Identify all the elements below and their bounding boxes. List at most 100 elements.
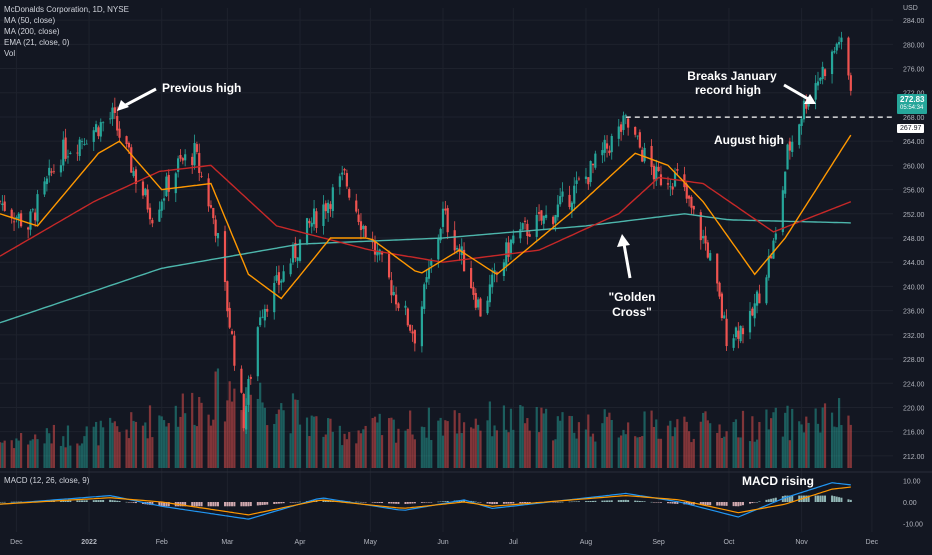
price-tick-label: 212.00 — [903, 454, 925, 461]
volume-bar — [198, 396, 201, 468]
candle-body — [97, 127, 100, 137]
macd-legend[interactable]: MACD (12, 26, close, 9) — [4, 476, 90, 485]
candle-body — [474, 293, 477, 308]
volume-bar — [113, 421, 116, 468]
candle-body — [601, 150, 604, 156]
candle-body — [242, 393, 245, 429]
candle-body — [732, 338, 735, 348]
volume-bar — [634, 436, 637, 468]
macd-histogram-bar — [125, 501, 128, 503]
volume-bar — [821, 407, 824, 468]
candle-body — [263, 308, 266, 321]
candle-body — [554, 215, 557, 223]
candle-body — [849, 75, 852, 91]
candle-body — [669, 186, 672, 188]
macd-histogram-bar — [167, 502, 170, 507]
volume-bar — [85, 426, 88, 468]
macd-histogram-bar — [591, 500, 594, 502]
candle-body — [411, 331, 414, 334]
macd-histogram-bar — [791, 495, 794, 502]
candle-body — [230, 331, 234, 334]
volume-bar — [737, 437, 740, 468]
volume-bar — [692, 438, 695, 468]
volume-bar — [256, 398, 259, 468]
macd-histogram-bar — [816, 495, 819, 502]
candle-body — [92, 130, 95, 142]
volume-bar — [847, 415, 850, 468]
candle-body — [12, 221, 16, 223]
volume-bar — [19, 433, 23, 468]
candle-body — [308, 220, 311, 224]
price-tick-label: 232.00 — [903, 333, 925, 340]
candle-body — [341, 172, 344, 175]
candle-body — [45, 178, 48, 185]
volume-bar — [148, 405, 152, 468]
volume-bar — [223, 421, 227, 468]
volume-bar — [116, 426, 119, 468]
macd-tick-label: 0.00 — [903, 500, 917, 507]
candle-body — [774, 233, 777, 240]
candle-body — [821, 66, 824, 79]
candle-body — [439, 228, 442, 241]
symbol-title[interactable]: McDonalds Corporation, 1D, NYSE — [4, 5, 129, 14]
macd-histogram-bar — [97, 500, 100, 502]
candle-body — [608, 150, 611, 154]
volume-bar — [849, 424, 852, 468]
macd-histogram-bar — [847, 499, 850, 502]
candle-body — [233, 335, 236, 366]
volume-bar — [439, 417, 442, 468]
candle-body — [99, 122, 102, 137]
macd-histogram-bar — [774, 497, 777, 502]
volume-bar — [537, 432, 541, 468]
volume-bar — [165, 426, 168, 468]
candle-body — [413, 330, 416, 344]
macd-histogram-bar — [699, 502, 702, 505]
volume-bar — [704, 411, 707, 468]
volume-bar — [573, 432, 576, 468]
volume-bar — [27, 444, 30, 468]
volume-bar — [741, 410, 745, 468]
candle-body — [146, 189, 149, 210]
volume-bar — [535, 407, 538, 468]
candle-body — [685, 184, 688, 199]
macd-histogram-bar — [507, 502, 510, 504]
volume-bar — [430, 440, 433, 468]
candle-body — [282, 271, 285, 282]
price-axis[interactable]: 212.00 216.00 220.00 224.00 228.00 232.00 236.… — [903, 18, 925, 461]
candle-body — [310, 222, 313, 227]
volume-bar — [48, 433, 51, 468]
volume-bar — [671, 436, 674, 468]
legend-volume[interactable]: Vol — [4, 49, 16, 58]
volume-bar — [725, 431, 728, 468]
legend-ema21[interactable]: EMA (21, close, 0) — [4, 38, 70, 47]
volume-bar — [823, 403, 827, 468]
macd-histogram-bar — [130, 502, 133, 503]
legend-ma200[interactable]: MA (200, close) — [4, 27, 60, 36]
candle-body — [69, 152, 72, 155]
volume-bar — [216, 368, 220, 468]
macd-histogram-bar — [709, 502, 712, 506]
candle-body — [296, 257, 299, 261]
volume-bar — [259, 382, 262, 468]
macd-histogram-bar — [463, 499, 466, 502]
candle-body — [540, 210, 543, 221]
volume-bar — [748, 441, 752, 468]
candle-body — [291, 244, 295, 263]
volume-bar — [441, 435, 445, 468]
volume-bar — [266, 425, 269, 468]
candle-body — [214, 219, 217, 236]
price-tick-label: 276.00 — [903, 67, 925, 74]
time-axis[interactable]: Dec 2022 Feb Mar Apr May Jun Jul Aug Sep Oct Nov Dec — [10, 539, 878, 546]
candle-body — [791, 141, 794, 152]
candle-body — [509, 239, 513, 254]
volume-bar — [526, 418, 529, 468]
ma50-line — [0, 164, 852, 263]
volume-bar — [657, 438, 660, 468]
legend-ma50[interactable]: MA (50, close) — [4, 16, 56, 25]
volume-bar — [509, 408, 513, 468]
candle-body — [327, 202, 330, 213]
candle-body — [305, 218, 309, 243]
volume-bar — [561, 412, 564, 468]
